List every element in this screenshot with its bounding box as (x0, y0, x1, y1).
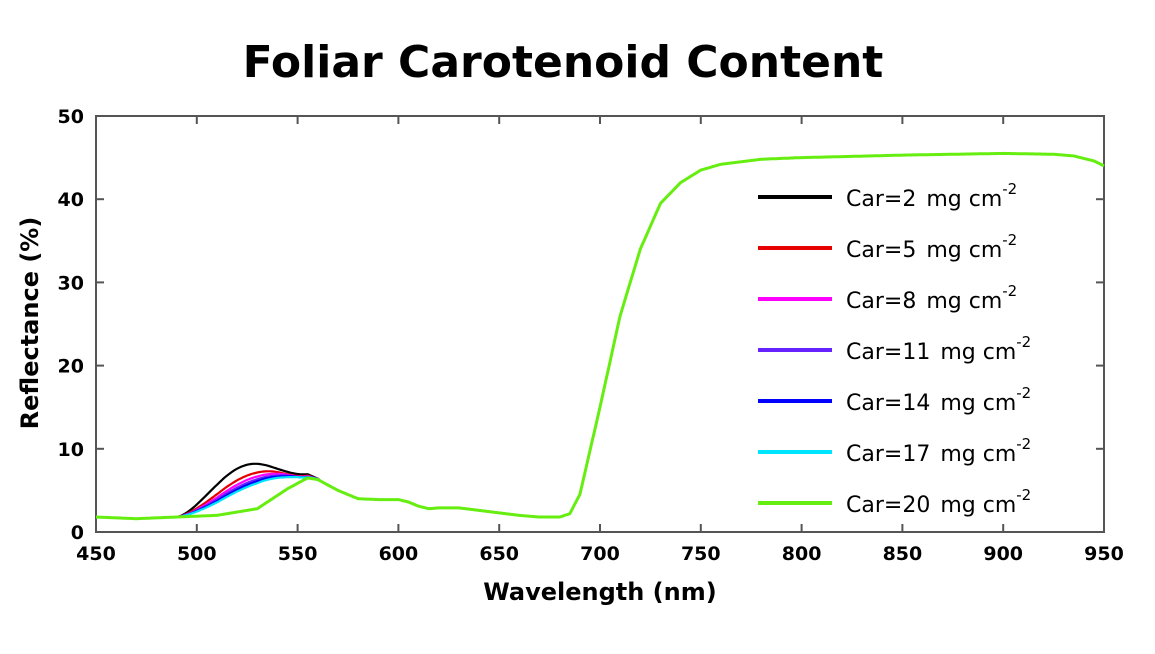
legend-unit-exponent: -2 (1002, 282, 1017, 300)
x-tick-label: 900 (983, 543, 1023, 565)
x-axis-label: Wavelength (nm) (483, 578, 716, 606)
legend-unit-exponent: -2 (1016, 486, 1031, 504)
x-tick-label: 950 (1084, 543, 1124, 565)
legend-unit: mg cm (940, 340, 1016, 365)
legend-unit: mg cm (926, 289, 1002, 314)
chart-title: Foliar Carotenoid Content (243, 37, 884, 88)
legend-label: Car=11 mg cm-2 (846, 333, 1031, 365)
legend-series-name: Car=17 (846, 442, 930, 467)
legend-unit: mg cm (926, 238, 1002, 263)
legend-unit: mg cm (940, 391, 1016, 416)
y-tick-label: 40 (58, 189, 84, 211)
legend-series-name: Car=5 (846, 238, 916, 263)
series-line-car-20 (95, 151, 1105, 521)
legend-unit-exponent: -2 (1002, 180, 1017, 198)
x-tick-label: 550 (278, 543, 318, 565)
legend-label: Car=2 mg cm-2 (846, 180, 1017, 212)
x-tick-label: 750 (681, 543, 721, 565)
y-tick-label: 20 (58, 356, 84, 378)
x-tick-label: 450 (76, 543, 116, 565)
legend-unit: mg cm (926, 187, 1002, 212)
legend-series-name: Car=8 (846, 289, 916, 314)
legend-unit-exponent: -2 (1016, 384, 1031, 402)
x-tick-label: 650 (479, 543, 519, 565)
x-tick-label: 600 (379, 543, 419, 565)
y-tick-label: 30 (58, 272, 84, 294)
legend-unit: mg cm (940, 442, 1016, 467)
y-axis-label: Reflectance (%) (16, 217, 44, 430)
y-tick-label: 10 (58, 439, 84, 461)
legend-label: Car=17 mg cm-2 (846, 435, 1031, 467)
legend-unit: mg cm (940, 493, 1016, 518)
legend-label: Car=14 mg cm-2 (846, 384, 1031, 416)
x-tick-label: 800 (782, 543, 822, 565)
legend-unit-exponent: -2 (1016, 333, 1031, 351)
x-tick-label: 700 (580, 543, 620, 565)
legend-label: Car=20 mg cm-2 (846, 486, 1031, 518)
y-tick-label: 50 (58, 106, 84, 128)
plot-area: 450 500 550 600 650 700 750 800 850 900 950 0 10 20 30… (58, 106, 1124, 565)
legend-unit-exponent: -2 (1016, 435, 1031, 453)
legend-series-name: Car=20 (846, 493, 930, 518)
legend-label: Car=8 mg cm-2 (846, 282, 1017, 314)
y-tick-label: 0 (71, 522, 84, 544)
legend-label: Car=5 mg cm-2 (846, 231, 1017, 263)
legend-series-name: Car=14 (846, 391, 930, 416)
legend-series-name: Car=11 (846, 340, 930, 365)
x-tick-label: 850 (883, 543, 923, 565)
plot-frame (95, 115, 1105, 533)
legend-unit-exponent: -2 (1002, 231, 1017, 249)
x-tick-label: 500 (177, 543, 217, 565)
legend-series-name: Car=2 (846, 187, 916, 212)
